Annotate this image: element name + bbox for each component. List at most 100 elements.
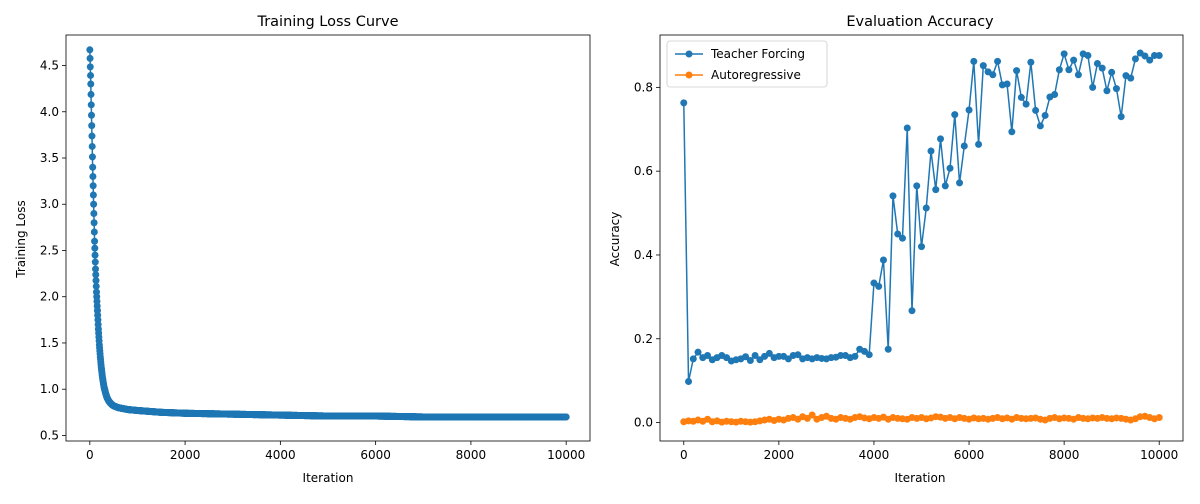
- data-point: [808, 411, 816, 419]
- data-point: [88, 153, 96, 161]
- data-point: [937, 135, 945, 143]
- axes-frame: [659, 34, 1184, 442]
- data-point: [680, 99, 688, 107]
- data-point: [989, 71, 997, 79]
- data-point: [918, 243, 925, 251]
- y-axis-label: Accuracy: [608, 212, 622, 267]
- data-point: [90, 228, 98, 236]
- y-tick-label: 4.5: [40, 59, 59, 73]
- data-point: [884, 345, 892, 353]
- data-point: [562, 413, 570, 421]
- data-point: [689, 355, 697, 363]
- data-point: [89, 182, 97, 190]
- data-point: [979, 62, 987, 70]
- data-point: [90, 209, 98, 217]
- data-point: [851, 352, 859, 360]
- data-point: [86, 63, 94, 71]
- x-tick-label: 4000: [265, 448, 296, 462]
- x-axis-label: Iteration: [303, 471, 354, 485]
- y-tick-label: 1.5: [40, 336, 59, 350]
- legend-marker: [685, 71, 693, 79]
- data-point: [1127, 74, 1135, 82]
- x-tick-label: 6000: [360, 448, 391, 462]
- data-point: [960, 142, 968, 150]
- data-point: [941, 182, 949, 190]
- data-point: [865, 351, 873, 359]
- data-point: [1041, 111, 1049, 119]
- data-point: [965, 106, 973, 114]
- data-point: [1093, 59, 1101, 67]
- data-point: [746, 357, 754, 365]
- data-point: [88, 132, 96, 140]
- y-tick-label: 0.5: [40, 428, 59, 442]
- data-point: [1074, 71, 1082, 79]
- data-point: [908, 307, 916, 315]
- y-tick-label: 0.0: [634, 416, 653, 430]
- data-point: [685, 378, 693, 385]
- axes-frame: [65, 34, 591, 442]
- legend-marker: [685, 50, 693, 58]
- data-point: [927, 147, 935, 155]
- y-tick-label: 0.8: [634, 80, 653, 94]
- data-point: [92, 277, 100, 285]
- data-point: [88, 142, 96, 150]
- x-tick-label: 10000: [1140, 448, 1178, 462]
- data-point: [751, 352, 759, 360]
- data-point: [1013, 67, 1021, 75]
- data-point: [92, 265, 100, 273]
- data-point: [1084, 52, 1092, 60]
- series-line-0: [683, 51, 1160, 382]
- data-point: [91, 237, 99, 245]
- data-point: [879, 256, 887, 264]
- data-point: [1055, 66, 1063, 74]
- data-point: [704, 352, 712, 360]
- data-point: [87, 111, 95, 119]
- data-point: [951, 111, 959, 119]
- legend-box: [666, 40, 828, 88]
- data-point: [1060, 50, 1068, 58]
- series-points-1: [680, 411, 1163, 426]
- data-point: [922, 204, 930, 212]
- series-points-0: [680, 49, 1163, 385]
- x-axis-label: Iteration: [895, 471, 946, 485]
- data-point: [87, 71, 95, 79]
- y-tick-label: 1.0: [40, 382, 59, 396]
- x-tick-label: 2000: [764, 448, 795, 462]
- data-point: [994, 57, 1002, 65]
- data-point: [975, 140, 983, 148]
- x-tick-label: 2000: [170, 448, 201, 462]
- data-point: [1103, 87, 1111, 95]
- data-point: [956, 179, 964, 187]
- data-point: [88, 122, 96, 130]
- data-point: [87, 101, 95, 109]
- y-tick-label: 2.0: [40, 290, 59, 304]
- data-point: [1112, 85, 1120, 93]
- data-point: [1117, 113, 1125, 121]
- data-point: [875, 282, 883, 290]
- data-point: [1070, 56, 1078, 64]
- x-tick-label: 8000: [456, 448, 487, 462]
- data-point: [1003, 80, 1011, 88]
- data-point: [1022, 100, 1030, 108]
- data-point: [894, 230, 902, 238]
- data-point: [1098, 64, 1106, 72]
- data-point: [91, 258, 99, 266]
- y-tick-label: 0.4: [634, 248, 653, 262]
- data-point: [765, 349, 773, 357]
- data-point: [903, 124, 911, 132]
- data-point: [742, 353, 750, 361]
- data-point: [1155, 52, 1163, 60]
- x-tick-label: 0: [680, 448, 688, 462]
- data-point: [1155, 414, 1163, 422]
- data-point: [92, 282, 100, 290]
- data-point: [89, 191, 97, 199]
- chart-title: Evaluation Accuracy: [846, 14, 994, 30]
- data-point: [1017, 93, 1025, 101]
- y-tick-label: 0.6: [634, 164, 653, 178]
- evaluation-accuracy-chart: Evaluation Accuracy Iteration Accuracy 0…: [608, 14, 1184, 485]
- training-loss-chart: Training Loss Curve Iteration Training L…: [14, 14, 591, 485]
- series-points-0: [86, 46, 570, 421]
- data-point: [1089, 83, 1097, 91]
